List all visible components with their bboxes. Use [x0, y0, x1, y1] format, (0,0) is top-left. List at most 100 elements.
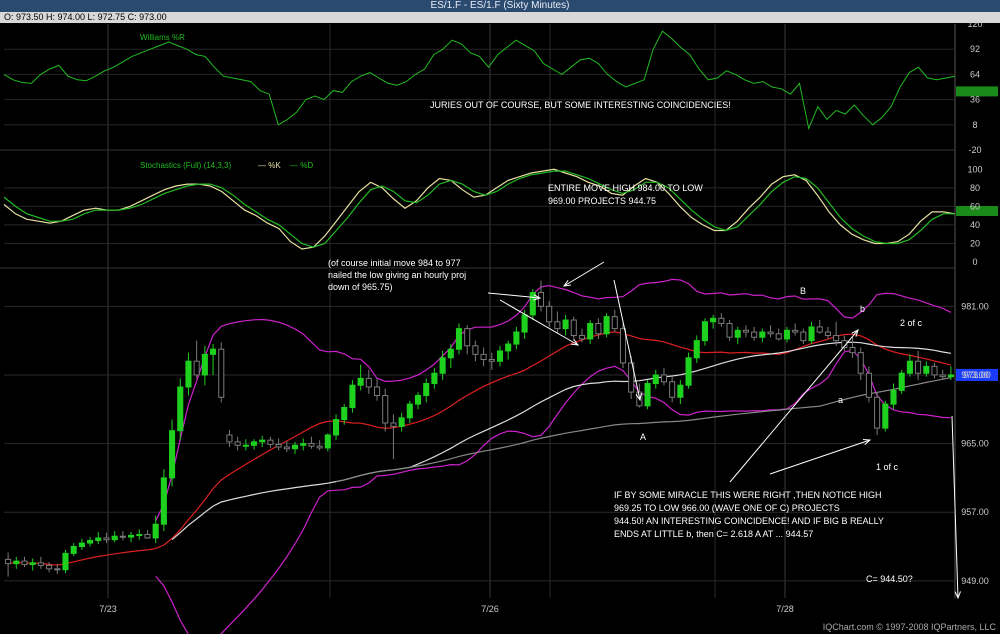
annotation-text: 969.00 PROJECTS 944.75 [548, 196, 656, 206]
annotation-text: 2 of c [900, 318, 923, 328]
candle-body [783, 329, 790, 340]
candle-body [865, 372, 872, 398]
candle-body [480, 353, 487, 361]
candle-body [54, 568, 61, 571]
candle-body [78, 542, 85, 548]
candle-body [226, 434, 233, 443]
arrow-head [562, 280, 572, 287]
stoch-value-badge [956, 206, 998, 216]
candle-body [677, 384, 684, 398]
arrow-head [635, 393, 642, 402]
candle-body [5, 558, 12, 565]
candle-body [775, 333, 782, 340]
candle-body [931, 365, 938, 376]
candle-body [718, 317, 725, 324]
candle-body [808, 326, 815, 342]
candle-body [652, 374, 659, 385]
annotation-text: 1 of c [876, 462, 899, 472]
candle-body [185, 360, 192, 388]
candle-body [849, 346, 856, 354]
candle-body [628, 362, 635, 393]
candle-body [792, 329, 799, 333]
candle-body [37, 562, 44, 566]
candle-body [857, 352, 864, 374]
candle-body [570, 319, 577, 336]
annotation-text: ENTIRE MOVE HIGH 984.00 TO LOW [548, 183, 703, 193]
williams-value-badge [956, 86, 998, 97]
stoch-tick: 20 [970, 238, 980, 248]
stochastics-panel: Stochastics (Full) (14,3,3) — %K — %D [3, 161, 998, 250]
candle-body [13, 560, 20, 565]
price-tick: 973.00 [961, 370, 989, 380]
candle-body [29, 562, 36, 566]
annotation-text: B [800, 286, 806, 296]
candle-body [578, 334, 586, 340]
stoch-title: Stochastics (Full) (14,3,3) [140, 161, 231, 170]
williams-panel: Williams %R [3, 30, 998, 131]
annotation-text: nailed the low giving an hourly proj [328, 270, 466, 280]
candle-body [496, 350, 504, 362]
candle-body [95, 537, 102, 542]
williams-tick: -20 [968, 145, 981, 155]
stoch-tick: 100 [967, 164, 982, 174]
candle-body [87, 540, 94, 544]
last-price-badge [956, 368, 998, 381]
annotation-arrow [951, 415, 959, 599]
price-tick: 981.00 [961, 301, 989, 311]
arrow-head [533, 294, 542, 301]
annotations: JURIES OUT OF COURSE, BUT SOME INTERESTI… [328, 100, 961, 600]
candle-body [300, 443, 307, 446]
candle-body [505, 343, 512, 352]
candle-body [70, 546, 77, 554]
candle-body [660, 374, 668, 383]
candle-body [275, 443, 282, 448]
annotation-arrow [499, 299, 579, 346]
candle-body [21, 560, 28, 566]
arrow-head [851, 329, 859, 337]
candle-body [349, 384, 356, 409]
legend-d: — %D [290, 161, 313, 170]
annotation-text: A [640, 432, 646, 442]
candle-body [734, 329, 741, 338]
candle-body [947, 374, 954, 378]
candle-body [464, 328, 471, 347]
annotation-text: a [838, 395, 843, 405]
candle-body [144, 534, 151, 539]
candle-body [685, 357, 692, 386]
price-tick: 965.00 [961, 439, 989, 449]
candle-body [291, 444, 299, 450]
candle-body [439, 357, 446, 374]
candle-body [46, 564, 53, 570]
candle-body [201, 353, 208, 376]
candle-body [259, 439, 266, 443]
last-price-label: 973.00 [963, 370, 991, 380]
candle-body [267, 439, 274, 445]
candle-body [759, 331, 766, 338]
candle-body [816, 326, 823, 333]
stoch-line-%D [3, 170, 955, 248]
candle-body [324, 434, 331, 449]
candle-body [177, 386, 184, 432]
candle-body [242, 444, 249, 447]
williams-tick: 92 [970, 44, 980, 54]
candle-body [160, 477, 167, 525]
window-title: ES/1.F - ES/1.F (Sixty Minutes) [0, 0, 1000, 12]
annotation-text: 969.25 TO LOW 966.00 (WAVE ONE OF C) PRO… [614, 503, 840, 513]
candle-body [455, 328, 463, 350]
candle-body [890, 389, 897, 405]
candle-body [882, 403, 889, 429]
candle-body [898, 372, 905, 391]
candle-body [537, 292, 545, 307]
annotation-text: C= 944.50? [866, 574, 913, 584]
candle-body [546, 305, 553, 323]
ma-slow [335, 377, 952, 483]
candle-body [488, 359, 495, 362]
candle-body [923, 365, 930, 374]
candle-body [234, 441, 241, 446]
candle-body [373, 386, 381, 397]
candle-body [406, 403, 413, 419]
candle-body [431, 372, 438, 385]
candle-body [595, 322, 602, 335]
candle-body [521, 314, 528, 333]
